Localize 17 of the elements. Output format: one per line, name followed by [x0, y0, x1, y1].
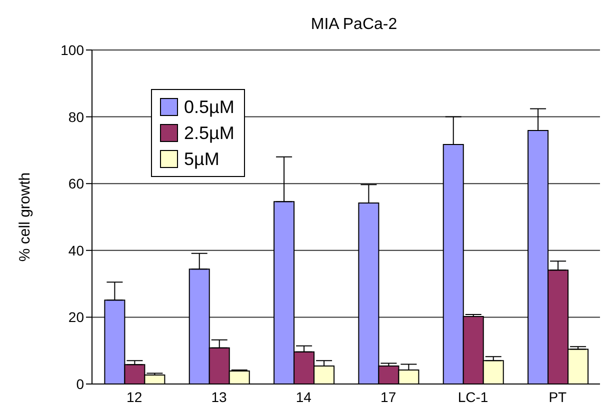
y-axis-title: % cell growth: [16, 172, 34, 262]
x-tick-label: 13: [211, 388, 227, 405]
x-tick-label: LC-1: [458, 388, 488, 405]
y-tick-label: 40: [68, 242, 84, 258]
x-tick-label: PT: [548, 388, 568, 405]
y-tick-label: 20: [68, 309, 84, 326]
legend-label: 0.5µM: [184, 96, 234, 118]
y-tick-label: 60: [68, 176, 84, 192]
x-tick-label: 12: [126, 388, 142, 405]
x-tick-label: 14: [296, 388, 312, 405]
legend-label: 5µM: [184, 148, 220, 170]
legend-label: 2.5µM: [184, 122, 234, 144]
y-tick-label: 80: [68, 108, 84, 125]
y-tick-label: 0: [76, 376, 84, 392]
x-tick-label: 17: [380, 388, 396, 405]
y-tick-label: 100: [60, 42, 84, 58]
chart-title: MIA PaCa-2: [310, 16, 398, 34]
